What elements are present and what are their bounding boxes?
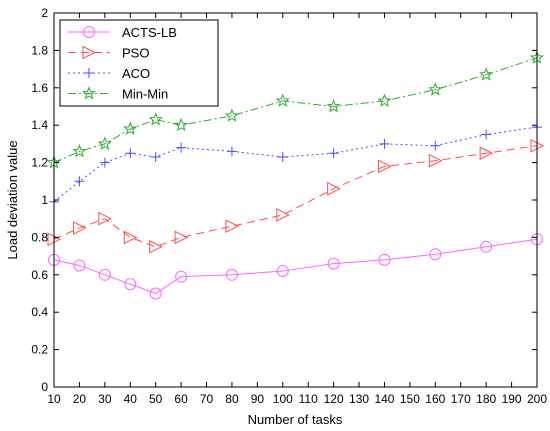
data-point (123, 230, 138, 245)
series-pso (47, 138, 545, 254)
data-point (72, 221, 87, 235)
x-tick-label: 30 (98, 392, 112, 406)
x-tick-label: 100 (273, 392, 293, 406)
data-point (379, 138, 390, 149)
y-tick-label: 0.8 (31, 230, 48, 244)
y-tick-label: 1 (41, 193, 48, 207)
data-point (123, 121, 138, 135)
x-tick-label: 150 (400, 392, 420, 406)
legend-label: PSO (122, 46, 149, 61)
x-tick-label: 180 (476, 392, 496, 406)
y-tick-label: 1.8 (31, 43, 48, 57)
series-line (53, 238, 538, 295)
data-point (479, 146, 494, 161)
x-tick-label: 170 (451, 392, 471, 406)
data-point (277, 151, 288, 162)
data-point (428, 82, 443, 96)
data-point (226, 146, 237, 157)
x-tick-label: 130 (349, 392, 369, 406)
x-tick-label: 20 (73, 392, 87, 406)
data-point (275, 93, 290, 107)
data-point (175, 270, 188, 283)
y-tick-label: 1.6 (31, 81, 48, 95)
y-axis-title: Load deviation value (5, 140, 20, 259)
data-point (149, 239, 163, 254)
data-point (377, 159, 392, 174)
data-point (428, 153, 443, 168)
x-tick-label: 90 (251, 392, 265, 406)
legend-label: ACTS-LB (122, 25, 177, 40)
x-tick-label: 140 (374, 392, 394, 406)
data-point (98, 268, 111, 281)
x-tick-label: 60 (174, 392, 188, 406)
data-point (149, 287, 162, 300)
x-tick-label: 50 (149, 392, 163, 406)
legend-label: ACO (122, 66, 150, 81)
data-point (480, 240, 493, 253)
data-point (276, 265, 289, 278)
data-point (326, 99, 341, 113)
data-point (74, 176, 85, 187)
series-aco (49, 122, 542, 207)
data-point (176, 142, 187, 153)
data-point (72, 144, 87, 158)
legend-marker (84, 68, 94, 78)
y-tick-label: 0 (41, 380, 48, 394)
data-point (327, 181, 341, 196)
legend-label: Min-Min (122, 87, 168, 102)
legend-marker (83, 26, 95, 38)
x-tick-label: 80 (225, 392, 239, 406)
data-point (481, 129, 492, 140)
series-min-min (46, 50, 545, 169)
y-tick-label: 2 (41, 6, 48, 20)
data-point (327, 257, 340, 270)
y-tick-label: 0.6 (31, 268, 48, 282)
ticks-layer: 10 20 30 40 50 60 70 80 90 100 110 120 130 140 150 160 1… (31, 6, 547, 406)
series-line (53, 57, 538, 164)
data-point (97, 136, 112, 150)
data-point (276, 208, 290, 222)
data-point (430, 140, 441, 151)
data-point (224, 108, 239, 122)
data-point (378, 253, 391, 266)
x-tick-label: 190 (502, 392, 522, 406)
y-tick-label: 1.2 (31, 156, 48, 170)
data-point (73, 259, 86, 272)
data-point (99, 157, 110, 168)
x-tick-label: 200 (527, 392, 547, 406)
legend: ACTS-LB PSO ACO Min-Min (59, 19, 219, 107)
legend-marker (81, 86, 97, 100)
data-point (148, 112, 163, 126)
data-point (429, 248, 442, 261)
legend-marker (82, 45, 97, 60)
legend-box (59, 19, 219, 107)
data-point (479, 67, 494, 81)
data-point (98, 211, 112, 226)
data-point (125, 148, 136, 159)
x-axis-title: Number of tasks (248, 412, 343, 427)
x-tick-label: 70 (200, 392, 214, 406)
x-tick-label: 10 (47, 392, 61, 406)
data-point (150, 151, 161, 162)
data-point (174, 117, 189, 132)
data-point (174, 230, 189, 245)
x-tick-label: 120 (324, 392, 344, 406)
y-tick-label: 0.2 (31, 343, 48, 357)
data-point (377, 93, 392, 107)
y-tick-label: 0.4 (31, 305, 48, 319)
x-tick-label: 40 (124, 392, 138, 406)
y-tick-label: 1.4 (31, 118, 48, 132)
data-point (225, 268, 238, 281)
x-tick-label: 110 (299, 392, 318, 406)
series-line (53, 145, 538, 248)
data-point (328, 148, 339, 159)
x-tick-label: 160 (425, 392, 445, 406)
data-point (124, 278, 137, 291)
data-point (225, 219, 240, 233)
